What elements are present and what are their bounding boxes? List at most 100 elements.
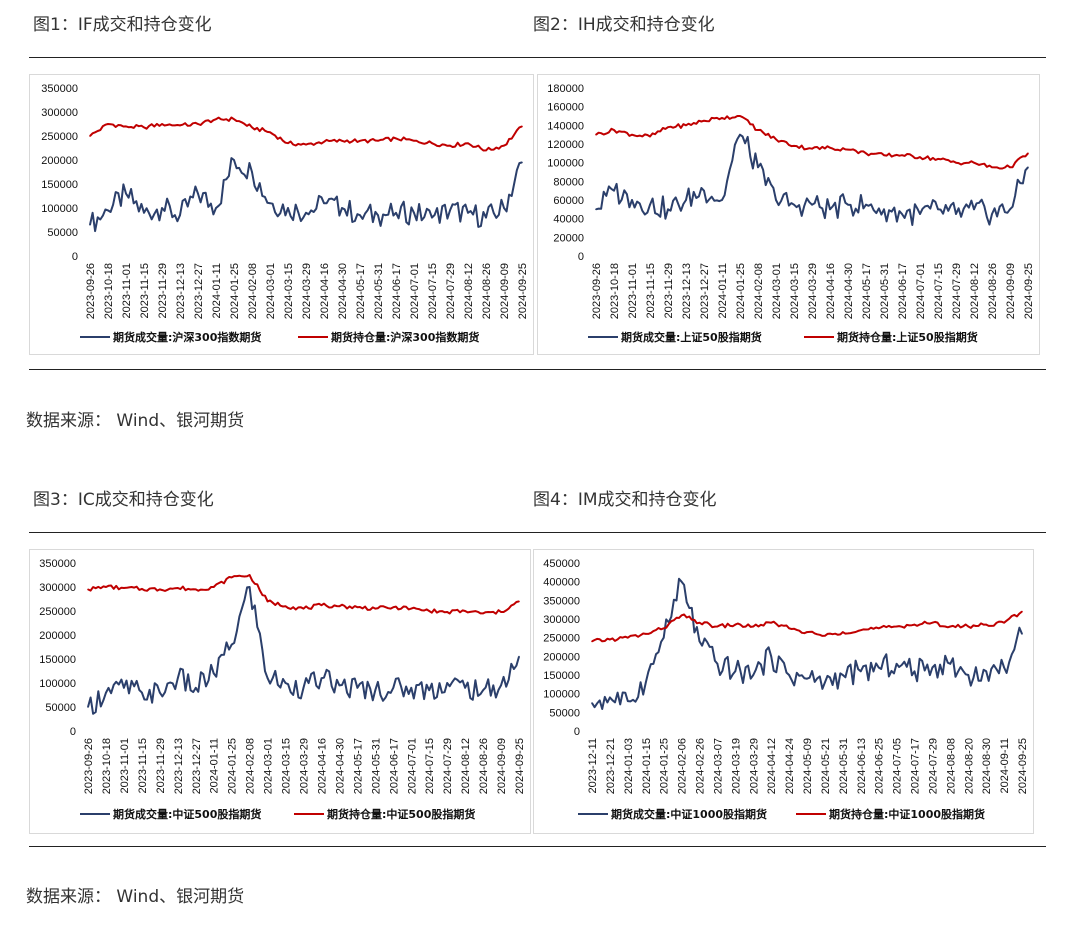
x-tick-label: 2024-03-01 <box>265 263 277 319</box>
open-interest-point <box>667 126 669 128</box>
x-tick-label: 2024-09-09 <box>499 263 511 319</box>
x-tick-label: 2024-05-31 <box>370 738 382 794</box>
open-interest-point <box>859 629 862 631</box>
legend-volume-label: 期货成交量:中证1000股指期货 <box>611 807 767 821</box>
x-tick-label: 2023-12-27 <box>699 263 711 319</box>
open-interest-point <box>913 623 916 626</box>
figure3-title: 图3：IC成交和持仓变化 <box>33 490 214 510</box>
open-interest-point <box>428 610 431 612</box>
volume-point <box>374 689 377 691</box>
volume-point <box>595 208 597 211</box>
x-tick-label: 2024-06-17 <box>391 263 403 319</box>
x-tick-label: 2023-11-15 <box>645 263 657 318</box>
volume-point <box>703 189 705 192</box>
volume-point <box>775 199 777 201</box>
figure1-title: 图1：IF成交和持仓变化 <box>33 15 212 35</box>
y-tick-label: 40000 <box>553 214 584 226</box>
y-tick-label: 100000 <box>39 678 76 690</box>
x-tick-label: 2023-09-26 <box>85 263 97 319</box>
volume-series-line <box>89 157 523 233</box>
chart-panel-if: 0 50000 100000 150000 200000 250000 300000 3500… <box>29 74 534 355</box>
open-interest-point <box>973 161 975 164</box>
open-interest-point <box>521 125 523 128</box>
volume-point <box>287 207 289 209</box>
open-interest-point <box>644 633 647 635</box>
volume-point <box>949 663 952 665</box>
x-tick-label: 2024-01-11 <box>717 263 729 318</box>
volume-point <box>431 216 433 219</box>
volume-point <box>877 666 880 669</box>
open-interest-point <box>991 166 993 169</box>
open-interest-series-line <box>591 610 1023 643</box>
volume-point <box>89 224 91 226</box>
open-interest-point <box>649 135 651 138</box>
volume-point <box>967 674 970 676</box>
open-interest-point <box>967 625 970 628</box>
x-tick-label: 2024-08-12 <box>460 738 472 794</box>
open-interest-series-line <box>595 115 1029 170</box>
x-tick-label: 2024-09-25 <box>1023 263 1035 319</box>
open-interest-point <box>793 145 795 147</box>
volume-point <box>467 212 469 214</box>
x-tick-label: 2024-06-17 <box>388 738 400 794</box>
volume-point <box>985 670 987 673</box>
open-interest-point <box>392 606 395 608</box>
y-tick-label: 250000 <box>41 131 78 143</box>
open-interest-point <box>883 154 885 156</box>
open-interest-point <box>949 625 952 628</box>
volume-series-line <box>591 577 1023 710</box>
y-tick-label: 120000 <box>547 139 584 151</box>
volume-point <box>734 670 737 673</box>
x-tick-label: 2024-08-20 <box>963 738 975 794</box>
legend-open-interest-label: 期货持仓量:中证500股指期货 <box>327 807 475 821</box>
volume-point <box>302 687 305 689</box>
x-tick-label: 2024-01-25 <box>659 738 671 794</box>
volume-point <box>446 682 448 684</box>
volume-point <box>680 580 683 583</box>
legend-open-interest-label: 期货持仓量:上证50股指期货 <box>837 330 978 344</box>
x-tick-label: 2024-06-13 <box>856 738 868 794</box>
volume-point <box>284 682 287 684</box>
volume-point <box>141 691 143 694</box>
legend-volume-label: 期货成交量:上证50股指期货 <box>621 330 762 344</box>
volume-point <box>320 677 323 679</box>
x-tick-label: 2024-01-25 <box>227 738 239 794</box>
volume-point <box>143 212 145 214</box>
volume-point <box>503 207 505 209</box>
open-interest-point <box>410 607 413 610</box>
volume-point <box>521 161 523 164</box>
open-interest-point <box>485 149 487 152</box>
x-tick-label: 2024-03-19 <box>730 738 742 794</box>
open-interest-point <box>757 129 759 131</box>
x-tick-label: 2023-12-11 <box>587 738 599 793</box>
open-interest-point <box>865 152 867 155</box>
open-interest-point <box>230 576 233 579</box>
open-interest-point <box>251 126 253 129</box>
volume-point <box>176 677 179 679</box>
open-interest-point <box>937 158 939 160</box>
volume-point <box>215 207 217 209</box>
y-tick-label: 200000 <box>543 651 580 663</box>
volume-point <box>413 212 415 214</box>
open-interest-point <box>1027 152 1029 155</box>
x-tick-label: 2024-04-16 <box>825 263 837 319</box>
top-rule-2 <box>29 532 1046 533</box>
data-source-1: 数据来源： Wind、银河期货 <box>26 411 245 431</box>
x-tick-label: 2024-02-08 <box>753 263 765 319</box>
open-interest-point <box>955 161 957 164</box>
volume-point <box>105 691 107 694</box>
volume-point <box>377 214 379 216</box>
x-tick-label: 2023-11-01 <box>627 263 639 318</box>
x-tick-label: 2024-05-31 <box>879 263 891 319</box>
figure2-title: 图2：IH成交和持仓变化 <box>533 15 715 35</box>
bottom-rule-1 <box>29 369 1046 370</box>
legend-open-interest-label: 期货持仓量:中证1000股指期货 <box>829 807 985 821</box>
volume-point <box>248 586 251 588</box>
open-interest-point <box>87 588 89 591</box>
x-tick-label: 2024-09-09 <box>496 738 508 794</box>
open-interest-point <box>919 156 921 158</box>
x-tick-label: 2023-11-01 <box>121 263 133 318</box>
chart-svg: 0 50000 100000 150000 200000 250000 300000 3500… <box>543 558 1029 821</box>
open-interest-point <box>685 124 687 127</box>
volume-point <box>865 203 867 206</box>
